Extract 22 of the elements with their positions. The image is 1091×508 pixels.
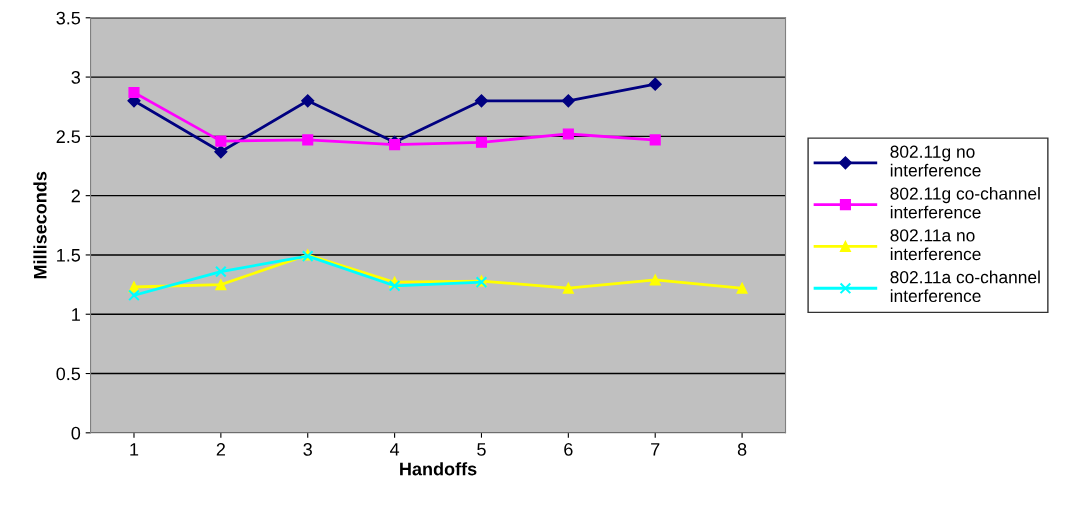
- x-tick-label: 2: [216, 443, 225, 456]
- x-tick-label: 1: [130, 443, 139, 456]
- x-tick-label: 3: [303, 443, 312, 456]
- y-axis-title: Milliseconds: [33, 171, 47, 279]
- legend-label: 802.11g no interference: [890, 145, 981, 177]
- x-tick-label: 7: [651, 443, 660, 456]
- legend-label: 802.11a co-channel interference: [890, 270, 1040, 303]
- y-tick-label: 0.5: [56, 367, 81, 381]
- x-tick-label: 4: [390, 443, 400, 456]
- y-tick-label: 0: [71, 426, 81, 440]
- legend-label: 802.11a no interference: [890, 229, 981, 261]
- legend-label: 802.11g co-channel interference: [890, 186, 1040, 219]
- y-tick-label: 1.5: [57, 249, 81, 262]
- y-tick-label: 2.5: [56, 130, 81, 144]
- y-tick-label: 2: [71, 189, 80, 203]
- x-axis-title: Handoffs: [400, 462, 477, 476]
- y-tick-label: 3: [71, 71, 81, 84]
- x-tick-label: 6: [564, 443, 573, 456]
- y-tick-label: 3.5: [56, 11, 81, 25]
- y-tick-label: 1: [72, 308, 80, 321]
- x-tick-label: 5: [477, 443, 486, 456]
- x-tick-label: 8: [737, 443, 747, 456]
